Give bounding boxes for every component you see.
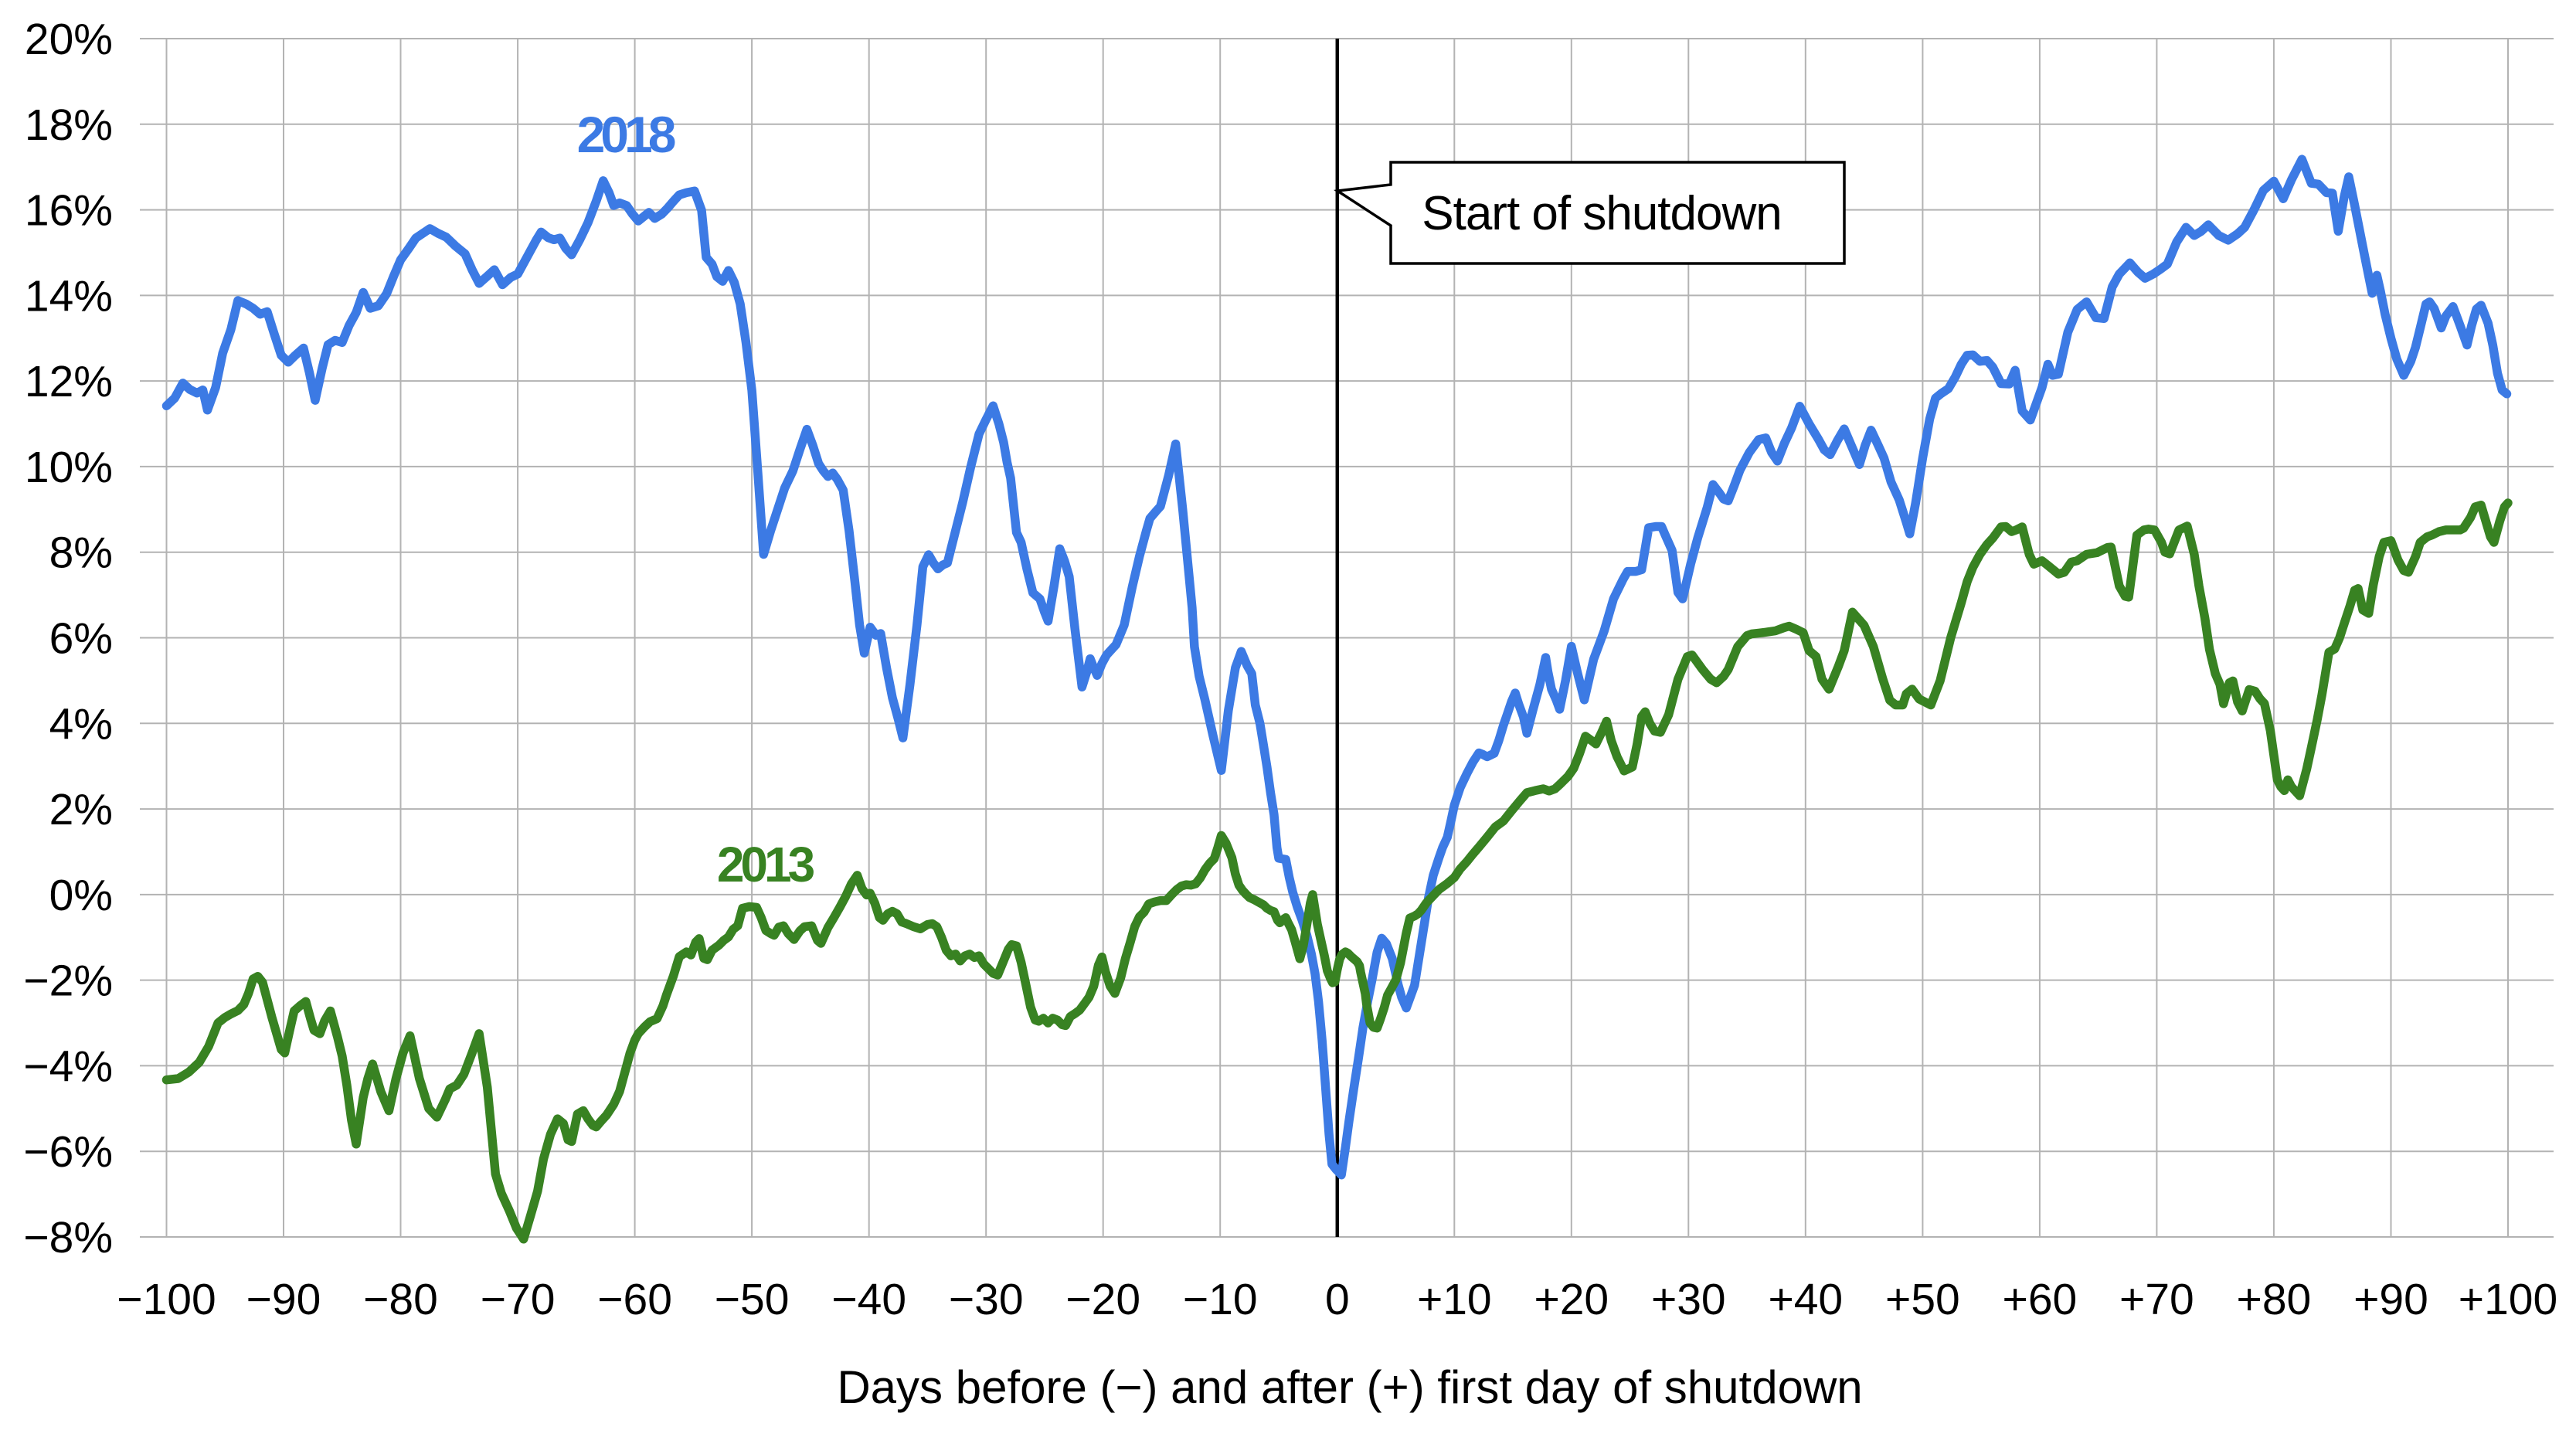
svg-text:+10: +10: [1417, 1275, 1492, 1324]
svg-text:0: 0: [1325, 1275, 1350, 1324]
svg-text:+50: +50: [1885, 1275, 1960, 1324]
svg-text:10%: 10%: [25, 443, 113, 492]
svg-text:8%: 8%: [49, 528, 113, 578]
svg-text:2018: 2018: [577, 106, 675, 163]
svg-text:+40: +40: [1768, 1275, 1843, 1324]
svg-text:+30: +30: [1651, 1275, 1726, 1324]
svg-text:6%: 6%: [49, 614, 113, 664]
svg-text:16%: 16%: [25, 186, 113, 236]
svg-text:+60: +60: [2003, 1275, 2078, 1324]
svg-text:−4%: −4%: [23, 1041, 113, 1091]
svg-text:4%: 4%: [49, 699, 113, 749]
svg-text:−70: −70: [481, 1275, 556, 1324]
svg-text:2013: 2013: [717, 837, 814, 892]
svg-text:+80: +80: [2237, 1275, 2312, 1324]
svg-text:−2%: −2%: [23, 956, 113, 1006]
svg-text:+90: +90: [2353, 1275, 2428, 1324]
svg-text:18%: 18%: [25, 100, 113, 150]
svg-text:−6%: −6%: [23, 1127, 113, 1177]
svg-text:−30: −30: [949, 1275, 1024, 1324]
svg-text:−90: −90: [246, 1275, 321, 1324]
svg-text:−8%: −8%: [23, 1213, 113, 1262]
svg-text:12%: 12%: [25, 357, 113, 406]
svg-text:−80: −80: [363, 1275, 438, 1324]
svg-text:2%: 2%: [49, 785, 113, 834]
svg-text:+100: +100: [2459, 1275, 2557, 1324]
svg-text:14%: 14%: [25, 271, 113, 321]
svg-text:−10: −10: [1183, 1275, 1258, 1324]
svg-text:−50: −50: [715, 1275, 790, 1324]
svg-text:0%: 0%: [49, 871, 113, 920]
svg-text:−20: −20: [1065, 1275, 1140, 1324]
svg-text:−100: −100: [117, 1275, 216, 1324]
svg-text:−60: −60: [597, 1275, 672, 1324]
svg-text:+70: +70: [2119, 1275, 2194, 1324]
svg-text:Start of shutdown: Start of shutdown: [1422, 187, 1782, 240]
svg-text:+20: +20: [1534, 1275, 1609, 1324]
svg-text:−40: −40: [831, 1275, 906, 1324]
svg-text:20%: 20%: [25, 15, 113, 64]
svg-text:Days before (−) and after (+): Days before (−) and after (+) first day …: [837, 1361, 1862, 1413]
